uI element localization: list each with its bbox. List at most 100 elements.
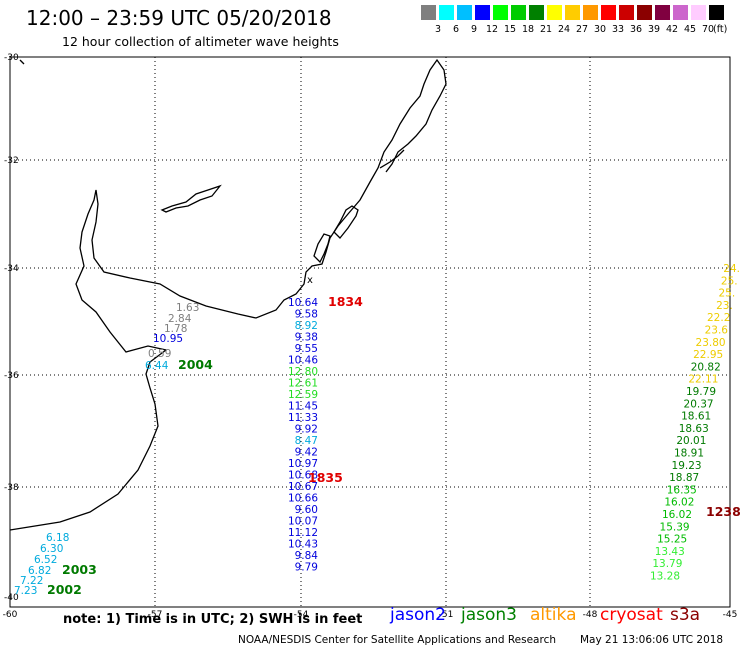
footer-note: note: 1) Time is in UTC; 2) SWH is in fe… — [63, 612, 363, 627]
lagoon-patos — [333, 205, 359, 239]
legend-swatch — [511, 5, 527, 20]
generated-timestamp: May 21 13:06:06 UTC 2018 — [580, 634, 724, 646]
wave-height-value: 22.11 — [688, 374, 718, 386]
longitude-label: -45 — [723, 610, 738, 620]
legend-label: 70 — [701, 24, 715, 35]
wave-height-value: 6.30 — [40, 543, 63, 555]
wave-height-value: 9.38 — [295, 332, 318, 344]
coast-east-inlet — [379, 149, 405, 169]
wave-height-value: 10.64 — [288, 297, 318, 309]
longitude-label: -54 — [294, 610, 309, 620]
legend-label: 12 — [485, 24, 499, 35]
latitude-label: -36 — [4, 371, 19, 381]
credit-line: NOAA/NESDIS Center for Satellite Applica… — [238, 634, 556, 646]
wave-height-value: 10.43 — [288, 539, 318, 551]
wave-height-value: 20.82 — [691, 361, 721, 373]
legend-swatch — [475, 5, 491, 20]
wave-height-value: 9.42 — [295, 447, 318, 459]
wave-height-value: 9.79 — [295, 562, 318, 574]
satellite-label: s3a — [670, 605, 701, 625]
coast-delta — [19, 59, 25, 65]
wave-height-value: 12.80 — [288, 366, 318, 378]
wave-height-value: 6.52 — [34, 554, 57, 566]
wave-height-value: 6.18 — [46, 532, 69, 544]
legend-label: 9 — [470, 24, 478, 35]
wave-height-value: 25. — [721, 275, 738, 287]
wave-height-value: 9.92 — [295, 424, 318, 436]
wave-height-value: 18.63 — [679, 423, 709, 435]
legend-label: 42 — [665, 24, 679, 35]
legend-unit: (ft) — [713, 24, 728, 35]
wave-height-value: 8.47 — [295, 435, 318, 447]
coastline — [9, 58, 447, 531]
legend-swatch — [493, 5, 509, 20]
legend-label: 36 — [629, 24, 643, 35]
wave-height-value: 24. — [723, 263, 740, 275]
longitude-label: -57 — [148, 610, 163, 620]
legend-swatch — [565, 5, 581, 20]
pass-time-label: 2003 — [62, 562, 97, 577]
longitude-label: -48 — [583, 610, 598, 620]
wave-height-value: 7.23 — [14, 585, 37, 597]
longitude-label: -60 — [3, 610, 18, 620]
wave-height-value: 1.63 — [176, 302, 199, 314]
wave-height-value: 22.95 — [693, 349, 723, 361]
wave-height-value: 9.58 — [295, 309, 318, 321]
wave-height-value: 16.02 — [664, 497, 694, 509]
wave-height-value: 1.78 — [164, 323, 187, 335]
latitude-label: -34 — [4, 264, 19, 274]
longitude-label: -51 — [439, 610, 454, 620]
legend-label: 33 — [611, 24, 625, 35]
wave-height-value: 6.82 — [28, 565, 51, 577]
legend-swatch — [637, 5, 653, 20]
pass-time-label: 1835 — [308, 470, 343, 485]
point-marker: x — [307, 275, 313, 286]
latitude-label: -40 — [4, 593, 19, 603]
wave-height-value: 11.12 — [288, 527, 318, 539]
wave-height-value: 15.39 — [660, 521, 690, 533]
map-subtitle: 12 hour collection of altimeter wave hei… — [62, 34, 339, 49]
wave-height-value: 8.92 — [295, 320, 318, 332]
wave-height-value: 12.59 — [288, 389, 318, 401]
legend-swatch — [655, 5, 671, 20]
wave-height-value: 19.23 — [672, 460, 702, 472]
pass-time-label: 2004 — [178, 357, 213, 372]
wave-height-value: 9.84 — [295, 550, 319, 562]
legend-swatch — [619, 5, 635, 20]
wave-height-value: 23.6 — [705, 325, 729, 337]
legend-swatch — [457, 5, 473, 20]
legend-label: 39 — [647, 24, 661, 35]
pass-time-label: 2002 — [47, 582, 82, 597]
legend-swatch — [439, 5, 455, 20]
wave-height-value: 11.33 — [288, 412, 318, 424]
wave-height-value: 16.35 — [667, 484, 697, 496]
latitude-label: -30 — [4, 53, 19, 63]
wave-height-value: 9.60 — [295, 504, 318, 516]
map-frame — [9, 56, 731, 608]
river-uruguay — [160, 184, 222, 213]
wave-height-value: 0.59 — [148, 348, 171, 360]
legend-swatch — [547, 5, 563, 20]
wave-height-value: 19.79 — [686, 386, 716, 398]
satellite-label: cryosat — [600, 605, 663, 625]
legend-swatch — [529, 5, 545, 20]
wave-height-value: 10.07 — [288, 516, 318, 528]
legend-label: 18 — [521, 24, 535, 35]
wave-height-value: 13.43 — [655, 546, 685, 558]
altimeter-tracks: 1.632.841.7810.950.596.441834200410.649.… — [14, 263, 740, 597]
legend-label: 3 — [434, 24, 442, 35]
legend-label: 15 — [503, 24, 517, 35]
wave-height-value: 25. — [718, 288, 735, 300]
wave-height-value: 10.68 — [288, 470, 318, 482]
wave-height-value: 18.87 — [669, 472, 699, 484]
map-title: 12:00 – 23:59 UTC 05/20/2018 — [26, 6, 332, 30]
wave-height-value: 11.45 — [288, 401, 318, 413]
legend-swatch — [601, 5, 617, 20]
wave-height-value: 7.22 — [20, 575, 43, 587]
wave-height-value: 15.25 — [657, 534, 687, 546]
wave-height-value: 22.2 — [707, 312, 730, 324]
wave-height-value: 20.37 — [684, 398, 714, 410]
wave-height-value: 6.44 — [145, 360, 169, 372]
pass-time-label: 1834 — [328, 294, 363, 309]
